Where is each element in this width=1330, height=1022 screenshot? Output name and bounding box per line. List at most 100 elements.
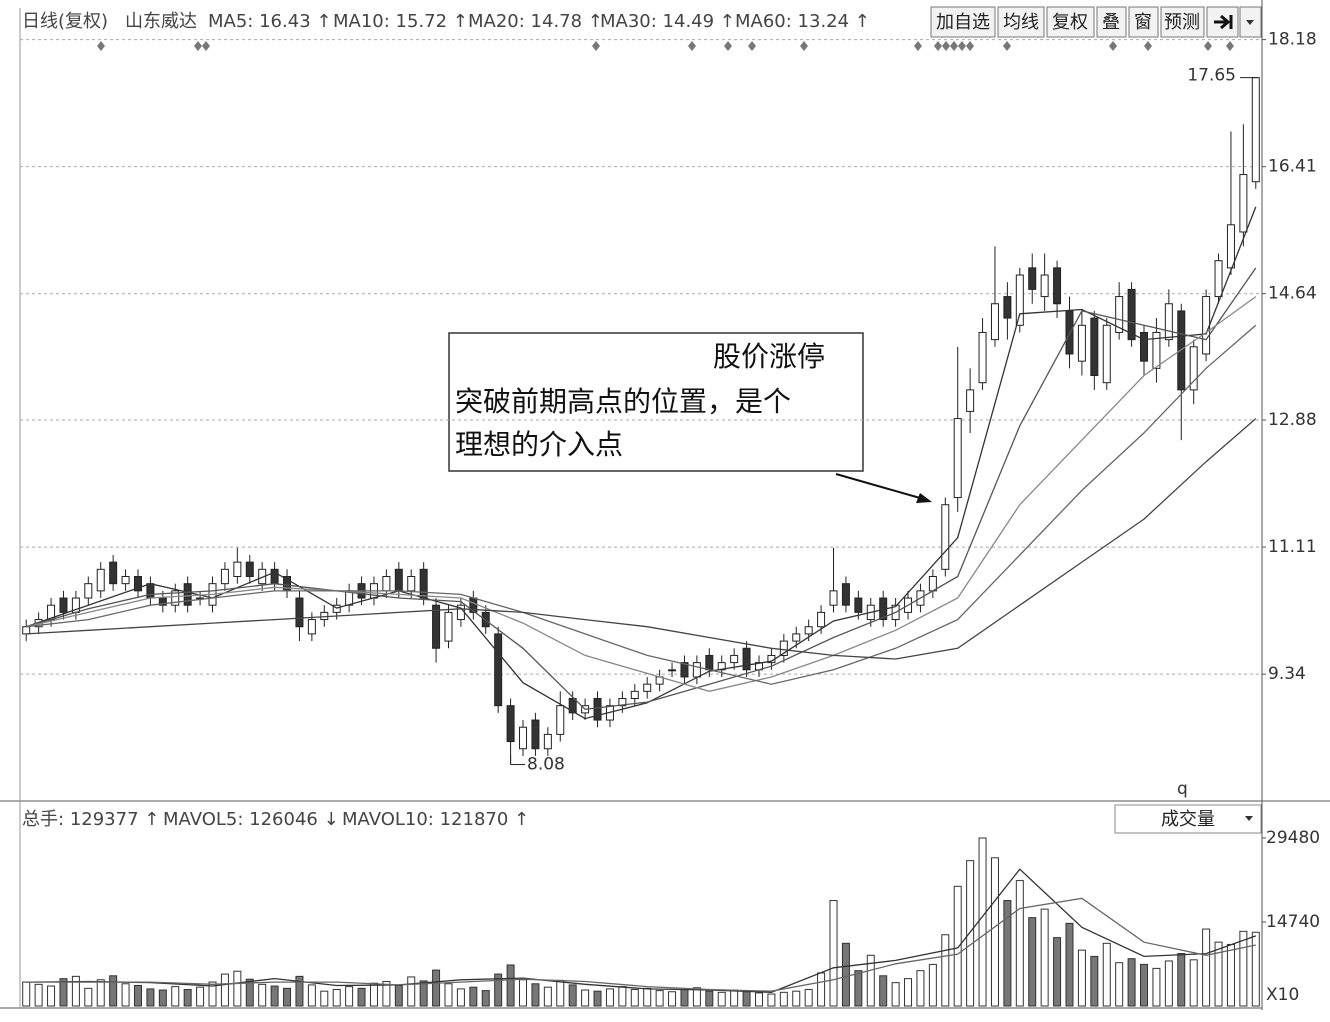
candle-body bbox=[531, 719, 540, 750]
candle-body bbox=[543, 733, 552, 750]
candle-body bbox=[990, 303, 999, 341]
button[interactable] bbox=[1160, 6, 1205, 38]
ma-line bbox=[25, 206, 1257, 720]
button[interactable] bbox=[1046, 6, 1095, 38]
candle-body bbox=[817, 611, 826, 628]
volume-bar bbox=[109, 975, 118, 1007]
candle-body bbox=[109, 561, 118, 585]
candle-body bbox=[1239, 174, 1248, 233]
volume-bar bbox=[1015, 880, 1024, 1007]
candle-body bbox=[1065, 310, 1074, 355]
high-label: 17.65 bbox=[1187, 66, 1236, 86]
volume-bar bbox=[717, 991, 726, 1007]
candle-body bbox=[307, 619, 316, 635]
candle-body bbox=[966, 389, 975, 412]
button-label[interactable]: 叠 bbox=[1102, 12, 1120, 33]
candle-body bbox=[494, 633, 503, 707]
ma-line bbox=[26, 897, 1256, 992]
signal-marker bbox=[194, 41, 202, 51]
candle-body bbox=[556, 705, 565, 735]
volume-bar bbox=[916, 970, 925, 1007]
volume-bar bbox=[357, 987, 366, 1007]
button[interactable] bbox=[930, 6, 996, 38]
menu-icon[interactable] bbox=[1246, 20, 1254, 25]
candle-body bbox=[1226, 224, 1235, 269]
candle-body bbox=[1053, 267, 1062, 305]
volume-bar bbox=[1214, 941, 1223, 1007]
volume-bar bbox=[34, 983, 43, 1007]
ma-reading: MA5: 16.43 ↑ bbox=[208, 11, 331, 32]
candle-body bbox=[1214, 260, 1223, 298]
toolbar: 加自选 均线 复权 叠 窗 预测 bbox=[930, 6, 1262, 38]
button[interactable] bbox=[997, 6, 1045, 38]
button-label[interactable]: 加自选 bbox=[936, 12, 990, 33]
volume-bar bbox=[171, 986, 180, 1007]
button[interactable] bbox=[1128, 6, 1159, 38]
volume-bar bbox=[978, 837, 987, 1007]
volume-bar bbox=[1077, 949, 1086, 1007]
volume-bar bbox=[605, 988, 614, 1007]
candle-body bbox=[792, 633, 801, 642]
candle-body bbox=[22, 626, 31, 635]
candle-body bbox=[854, 597, 863, 613]
candle-body bbox=[779, 640, 788, 656]
signal-marker bbox=[97, 41, 105, 51]
volume-bar bbox=[1239, 930, 1248, 1007]
candle-body bbox=[593, 698, 602, 721]
ma-value: 14.78 ↑ bbox=[531, 11, 603, 32]
candle-body bbox=[96, 568, 105, 592]
candle-body bbox=[630, 690, 639, 700]
y-tick-label: 12.88 bbox=[1268, 410, 1317, 430]
button-label[interactable]: 窗 bbox=[1134, 12, 1152, 33]
indicator-select-label[interactable]: 成交量 bbox=[1161, 809, 1215, 830]
candle-body bbox=[804, 626, 813, 635]
volume-bar bbox=[519, 979, 528, 1007]
volume-bar bbox=[506, 964, 515, 1007]
candle-body bbox=[978, 331, 987, 384]
volume-label: 总手: bbox=[22, 809, 64, 830]
volume-bar bbox=[668, 991, 677, 1007]
stock-name: 山东威达 bbox=[125, 11, 197, 32]
volume-bar bbox=[196, 986, 205, 1007]
jump-icon[interactable] bbox=[1214, 14, 1233, 30]
volume-bar bbox=[618, 986, 627, 1007]
button-label[interactable]: 预测 bbox=[1164, 12, 1200, 33]
select-icon[interactable] bbox=[1245, 816, 1253, 821]
candle-body bbox=[171, 590, 180, 606]
volume-bar bbox=[1226, 943, 1235, 1007]
volume-bar bbox=[1152, 967, 1161, 1007]
signal-marker bbox=[950, 41, 958, 51]
callout-line: 突破前期高点的位置，是个 bbox=[455, 385, 791, 418]
volume-bar bbox=[1189, 959, 1198, 1007]
volume-bar bbox=[121, 983, 130, 1007]
volume-bar bbox=[866, 954, 875, 1007]
volume-bar bbox=[804, 988, 813, 1007]
signal-marker bbox=[1204, 41, 1212, 51]
candle-body bbox=[407, 575, 416, 592]
y-tick-label: 9.34 bbox=[1268, 664, 1306, 684]
candle-body bbox=[568, 698, 577, 714]
ma-label: MA60: bbox=[735, 11, 792, 32]
volume-bar bbox=[432, 969, 441, 1007]
candle-body bbox=[643, 683, 652, 692]
candle-body bbox=[1040, 274, 1049, 298]
button[interactable] bbox=[1096, 6, 1127, 38]
button-label[interactable]: 复权 bbox=[1052, 12, 1088, 33]
candle-body bbox=[1115, 296, 1124, 333]
candle-body bbox=[668, 669, 677, 672]
ma-label: MA20: bbox=[468, 11, 525, 32]
ma-value: 14.49 ↑ bbox=[663, 11, 735, 32]
callout-arrow bbox=[835, 473, 921, 499]
candle-body bbox=[941, 504, 950, 570]
signal-marker bbox=[966, 41, 974, 51]
indicator-select[interactable] bbox=[1114, 804, 1262, 834]
volume-bar bbox=[158, 989, 167, 1007]
button-label[interactable]: 均线 bbox=[1003, 12, 1039, 33]
candle-body bbox=[692, 662, 701, 678]
candle-body bbox=[1090, 317, 1099, 377]
volume-bar bbox=[1065, 922, 1074, 1007]
volume-bar bbox=[345, 986, 354, 1007]
volume-bar bbox=[692, 987, 701, 1007]
candle-body bbox=[705, 654, 714, 671]
